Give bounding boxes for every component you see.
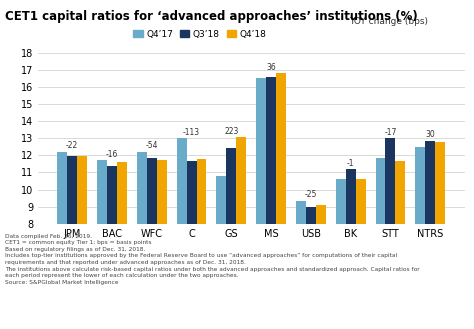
Legend: Q4’17, Q3’18, Q4’18: Q4’17, Q3’18, Q4’18	[130, 26, 270, 42]
Bar	[435, 141, 445, 329]
Text: CET1 capital ratios for ‘advanced approaches’ institutions (%): CET1 capital ratios for ‘advanced approa…	[5, 10, 418, 23]
Bar	[237, 137, 246, 329]
Bar	[187, 161, 197, 329]
Bar	[276, 73, 286, 329]
Bar	[107, 165, 117, 329]
Text: -17: -17	[384, 128, 397, 137]
Bar	[217, 176, 227, 329]
Text: -16: -16	[106, 150, 118, 159]
Text: -1: -1	[347, 159, 355, 167]
Text: -113: -113	[183, 128, 200, 137]
Text: -22: -22	[66, 141, 78, 150]
Bar	[117, 162, 127, 329]
Bar	[77, 156, 87, 329]
Bar	[375, 158, 385, 329]
Bar	[395, 161, 405, 329]
Bar	[57, 152, 67, 329]
Bar	[316, 205, 326, 329]
Bar	[197, 159, 207, 329]
Text: Data compiled Feb. 26, 2019.
CET1 = common equity Tier 1; bps = basis points
Bas: Data compiled Feb. 26, 2019. CET1 = comm…	[5, 234, 419, 285]
Bar	[256, 78, 266, 329]
Bar	[157, 161, 167, 329]
Text: 36: 36	[266, 63, 276, 72]
Bar	[97, 161, 107, 329]
Text: -25: -25	[305, 190, 317, 199]
Bar	[346, 169, 356, 329]
Bar	[425, 141, 435, 329]
Bar	[147, 158, 157, 329]
Text: 223: 223	[224, 127, 238, 136]
Bar	[227, 148, 237, 329]
Bar	[356, 179, 365, 329]
Bar	[385, 138, 395, 329]
Bar	[137, 152, 147, 329]
Bar	[296, 201, 306, 329]
Bar	[67, 156, 77, 329]
Text: YOY change (bps): YOY change (bps)	[349, 17, 428, 26]
Bar	[306, 207, 316, 329]
Text: -54: -54	[146, 141, 158, 150]
Text: 30: 30	[425, 130, 435, 139]
Bar	[415, 147, 425, 329]
Bar	[177, 138, 187, 329]
Bar	[266, 77, 276, 329]
Bar	[336, 179, 346, 329]
